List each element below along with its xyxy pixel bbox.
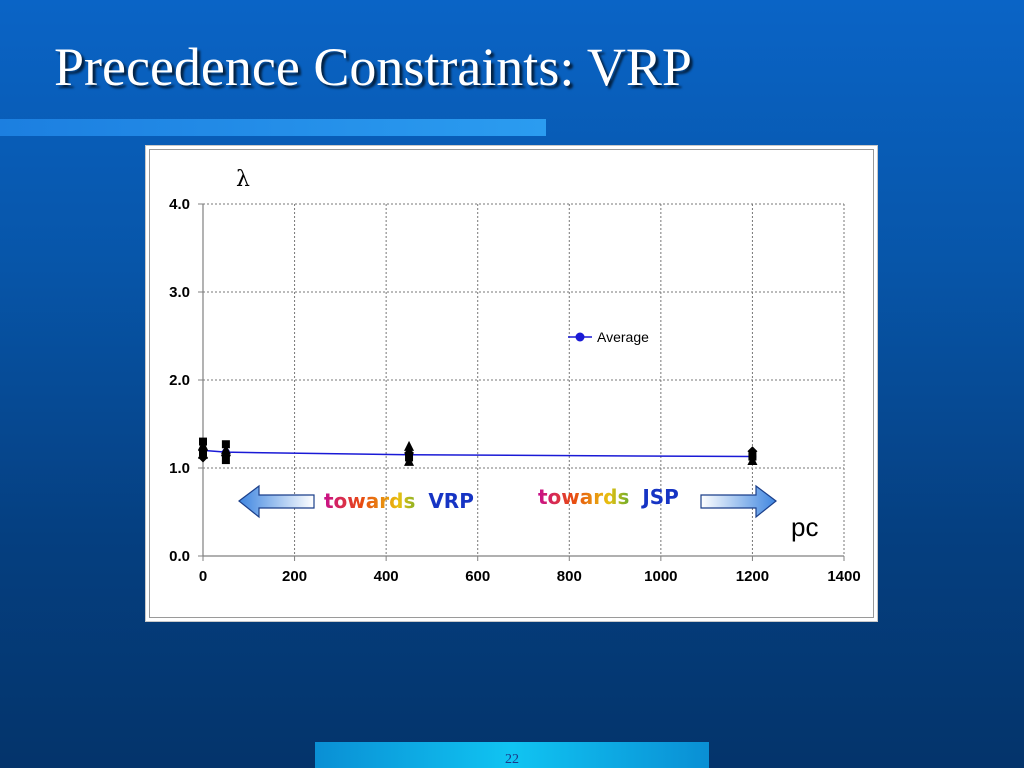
y-tick-label: 0.0 (169, 548, 190, 565)
data-point (198, 452, 208, 463)
x-tick-label: 1400 (827, 568, 860, 585)
x-tick-label: 0 (199, 568, 207, 585)
data-point (404, 455, 415, 466)
x-tick-label: 1000 (644, 568, 677, 585)
y-tick-label: 1.0 (169, 460, 190, 477)
average-line (202, 449, 753, 458)
chart-inner-border (149, 149, 874, 618)
data-points (198, 437, 758, 466)
x-tick-label: 1200 (736, 568, 769, 585)
svg-text:towards JSP: towards JSP (538, 485, 679, 509)
scatter-chart: 0 200 400 600 800 1000 1200 1400 0.0 1.0 2.0 3.0 4.0… (169, 167, 861, 585)
data-point (220, 444, 231, 455)
axes (198, 203, 845, 561)
towards-jsp-text-a: towards (538, 485, 629, 509)
x-tick-label: 600 (465, 568, 490, 585)
x-tick-label: 800 (557, 568, 582, 585)
data-point (747, 454, 758, 465)
data-point (221, 456, 230, 465)
towards-vrp-text-a: towards (324, 489, 415, 513)
towards-vrp-text-b: VRP (428, 489, 474, 513)
y-axis-label: λ (236, 167, 250, 192)
towards-vrp-annotation: towards VRP (238, 484, 474, 519)
footer-bar: 22 (315, 742, 709, 768)
towards-jsp-text-b: JSP (640, 485, 679, 509)
x-axis-label: pc (791, 512, 818, 542)
y-tick-label: 4.0 (169, 196, 190, 213)
legend-marker-icon (575, 332, 585, 342)
svg-text:towards VRP: towards VRP (324, 489, 474, 513)
y-tick-label: 3.0 (169, 284, 190, 301)
data-point (221, 440, 230, 449)
y-tick-label: 2.0 (169, 372, 190, 389)
towards-jsp-annotation: towards JSP (538, 484, 777, 519)
left-arrow-icon (238, 484, 315, 519)
right-arrow-icon (700, 484, 777, 519)
page-number: 22 (505, 752, 519, 767)
x-tick-label: 200 (282, 568, 307, 585)
tick-labels: 0 200 400 600 800 1000 1200 1400 0.0 1.0 2.0 3.0 4.0 (169, 196, 861, 585)
slide-title: Precedence Constraints: VRP (54, 37, 692, 97)
chart-frame: 0 200 400 600 800 1000 1200 1400 0.0 1.0 2.0 3.0 4.0… (145, 145, 878, 622)
title-underline-bar (0, 119, 546, 136)
data-point (198, 440, 208, 450)
legend: Average (568, 329, 649, 345)
data-point (404, 440, 415, 451)
legend-label: Average (597, 329, 649, 345)
x-tick-label: 400 (374, 568, 399, 585)
